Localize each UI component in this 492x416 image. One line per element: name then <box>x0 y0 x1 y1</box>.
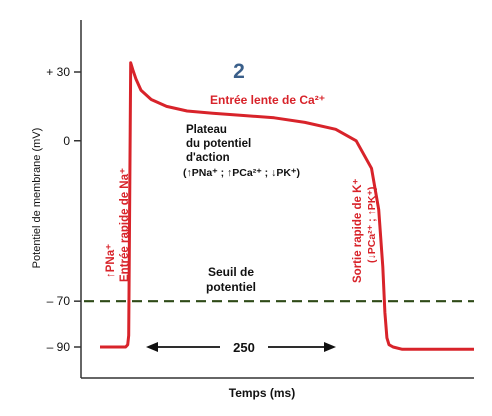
plateau-line-3: d'action <box>186 152 230 164</box>
y-ticks: + 30 0 – 70 – 90 <box>46 65 81 354</box>
y-tick-label: + 30 <box>46 65 70 79</box>
action-potential-curve <box>100 61 474 351</box>
axes <box>80 20 474 379</box>
y-tick-label: – 70 <box>47 294 71 308</box>
y-axis-label: Potentiel de membrane (mV) <box>31 128 43 269</box>
figure-label: 2 <box>233 60 245 83</box>
k-permeability-label: (↓PCa²⁺ ; ↑PK⁺) <box>366 187 378 263</box>
y-tick-label: 0 <box>63 134 70 148</box>
plateau-line-1: Plateau <box>186 124 227 136</box>
duration-arrow: 250 <box>146 340 336 355</box>
slow-calcium-label: Entrée lente de Ca²⁺ <box>210 93 325 107</box>
threshold-label-line-2: potentiel <box>206 280 256 294</box>
arrowhead-right <box>324 342 336 352</box>
threshold-label-line-1: Seuil de <box>208 265 254 279</box>
threshold-annotation: Seuil de potentiel <box>206 265 256 294</box>
k-exit-label: Sortie rapide de K⁺ <box>352 179 364 283</box>
x-axis-label: Temps (ms) <box>229 386 295 400</box>
na-entry-annotation: ↑PNa⁺ Entrée rapide de Na⁺ <box>105 168 131 282</box>
duration-label: 250 <box>233 340 255 355</box>
na-permeability-label: ↑PNa⁺ <box>105 244 117 278</box>
plateau-line-4: (↑PNa⁺ ; ↑PCa²⁺ ; ↓PK⁺) <box>183 167 300 179</box>
na-entry-label: Entrée rapide de Na⁺ <box>119 168 131 282</box>
y-tick-label: – 90 <box>47 340 71 354</box>
arrowhead-left <box>146 342 158 352</box>
plateau-line-2: du potentiel <box>186 138 251 150</box>
plateau-annotation: Plateau du potentiel d'action (↑PNa⁺ ; ↑… <box>183 124 300 179</box>
k-exit-annotation: Sortie rapide de K⁺ (↓PCa²⁺ ; ↑PK⁺) <box>352 179 378 283</box>
